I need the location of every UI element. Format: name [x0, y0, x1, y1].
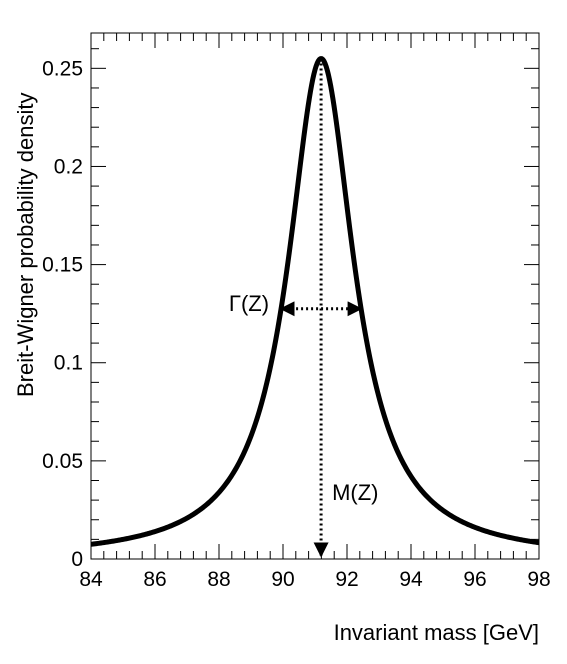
x-axis-title: Invariant mass [GeV]: [334, 620, 539, 645]
x-tick-label: 98: [527, 568, 550, 591]
y-tick-label: 0.2: [54, 155, 83, 178]
breit-wigner-curve: [89, 56, 541, 547]
mass-label: M(Z): [332, 480, 378, 505]
width-label: Γ(Z): [229, 291, 269, 316]
y-axis-tick-labels: 0 0.05 0.1 0.15 0.2 0.25: [42, 57, 83, 571]
y-tick-label: 0.1: [54, 352, 83, 375]
y-tick-label: 0: [71, 548, 83, 571]
x-tick-label: 94: [399, 568, 423, 591]
x-tick-label: 96: [463, 568, 486, 591]
y-tick-label: 0.05: [42, 450, 83, 473]
y-tick-label: 0.15: [42, 254, 83, 277]
y-tick-label: 0.25: [42, 57, 83, 80]
x-tick-label: 84: [79, 568, 103, 591]
x-tick-label: 90: [271, 568, 294, 591]
x-tick-label: 86: [143, 568, 166, 591]
x-axis-ticks: [90, 33, 540, 559]
y-axis-title: Breit-Wigner probability density: [13, 93, 38, 397]
x-tick-label: 92: [335, 568, 358, 591]
y-axis-ticks: [91, 48, 539, 560]
x-tick-label: 88: [207, 568, 230, 591]
plot-frame: [90, 32, 540, 560]
x-axis-tick-labels: 84 86 88 90 92 94 96 98: [79, 568, 550, 591]
